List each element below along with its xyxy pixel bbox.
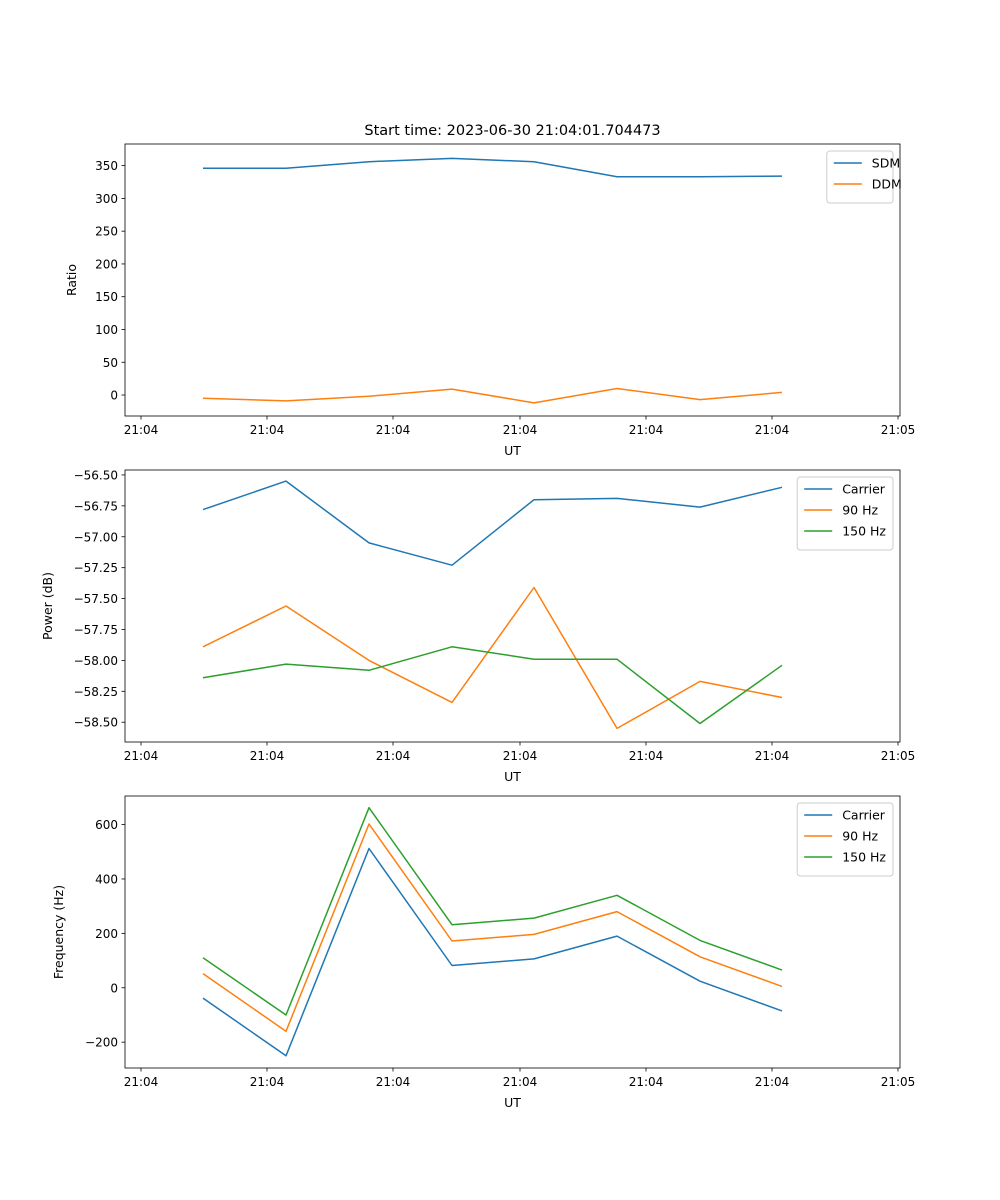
x-tick-label: 21:04 xyxy=(250,749,285,763)
x-axis-label: UT xyxy=(504,1095,521,1110)
y-tick-label: 50 xyxy=(103,356,118,370)
y-tick-label: −200 xyxy=(85,1036,118,1050)
x-tick-label: 21:04 xyxy=(629,1075,664,1089)
x-tick-label: 21:04 xyxy=(755,423,790,437)
y-tick-label: −57.00 xyxy=(74,530,118,544)
x-tick-label: 21:05 xyxy=(881,423,916,437)
x-tick-label: 21:04 xyxy=(503,1075,538,1089)
y-tick-label: −56.75 xyxy=(74,499,118,513)
y-tick-label: 150 xyxy=(95,290,118,304)
legend-label: 150 Hz xyxy=(842,850,886,865)
y-tick-label: 300 xyxy=(95,192,118,206)
plot-frame xyxy=(124,143,901,417)
series-line xyxy=(202,806,783,1016)
chart-panels: 21:04 21:04 21:04 21:04 21:04 21:04 21:05 0 50 10… xyxy=(40,143,916,1110)
x-tick-label: 21:05 xyxy=(881,749,916,763)
legend-label: Carrier xyxy=(842,808,886,823)
x-tick-label: 21:04 xyxy=(250,1075,285,1089)
series-line xyxy=(203,157,783,178)
series-line xyxy=(202,586,783,730)
legend: Carrier 90 Hz 150 Hz xyxy=(796,802,894,877)
x-tick-label: 21:04 xyxy=(250,423,285,437)
chart-panel: 21:04 21:04 21:04 21:04 21:04 21:04 21:05 0 50 10… xyxy=(64,143,916,458)
x-tick-label: 21:04 xyxy=(503,749,538,763)
x-axis-label: UT xyxy=(504,443,521,458)
y-tick-label: −58.25 xyxy=(74,685,118,699)
y-tick-label: −57.75 xyxy=(74,623,118,637)
y-tick-label: −57.25 xyxy=(74,561,118,575)
y-tick-label: −58.50 xyxy=(74,716,118,730)
x-tick-label: 21:04 xyxy=(376,749,411,763)
chart-panel: 21:04 21:04 21:04 21:04 21:04 21:04 21:05 −200 0… xyxy=(51,795,916,1110)
y-tick-label: 200 xyxy=(95,927,118,941)
x-tick-label: 21:05 xyxy=(881,1075,916,1089)
x-tick-label: 21:04 xyxy=(376,423,411,437)
legend-label: 90 Hz xyxy=(842,829,878,844)
legend-label: 90 Hz xyxy=(842,503,878,518)
chart-panel: 21:04 21:04 21:04 21:04 21:04 21:04 21:05 −56.5… xyxy=(40,468,915,784)
x-tick-label: 21:04 xyxy=(755,1075,790,1089)
y-tick-label: −56.50 xyxy=(74,468,118,482)
y-tick-label: 100 xyxy=(95,323,118,337)
series-line xyxy=(202,646,783,725)
legend-label: SDM xyxy=(872,156,900,171)
x-tick-label: 21:04 xyxy=(629,749,664,763)
x-tick-label: 21:04 xyxy=(124,749,159,763)
x-tick-label: 21:04 xyxy=(124,423,159,437)
y-axis-label: Frequency (Hz) xyxy=(51,885,66,979)
y-tick-label: 0 xyxy=(110,389,118,403)
x-tick-label: 21:04 xyxy=(755,749,790,763)
x-tick-label: 21:04 xyxy=(124,1075,159,1089)
series-line xyxy=(202,823,783,1033)
y-tick-label: 400 xyxy=(95,872,118,886)
series-line xyxy=(202,387,783,404)
y-tick-label: 350 xyxy=(95,159,118,173)
plot-frame xyxy=(124,795,901,1069)
y-tick-label: −58.00 xyxy=(74,654,118,668)
legend-label: 150 Hz xyxy=(842,524,886,539)
y-tick-label: 200 xyxy=(95,257,118,271)
y-tick-label: 0 xyxy=(110,981,118,995)
x-axis-label: UT xyxy=(504,769,521,784)
y-axis-label: Ratio xyxy=(64,264,79,296)
y-tick-label: −57.50 xyxy=(74,592,118,606)
legend-label: Carrier xyxy=(842,482,886,497)
series-line xyxy=(202,847,783,1057)
plot-frame xyxy=(124,469,901,743)
y-axis-label: Power (dB) xyxy=(40,572,55,640)
x-tick-label: 21:04 xyxy=(503,423,538,437)
legend: Carrier 90 Hz 150 Hz xyxy=(796,476,894,551)
x-tick-label: 21:04 xyxy=(629,423,664,437)
y-tick-label: 600 xyxy=(95,818,118,832)
figure-title: Start time: 2023-06-30 21:04:01.704473 xyxy=(364,123,660,139)
y-tick-label: 250 xyxy=(95,225,118,239)
legend: SDM DDM xyxy=(826,150,902,204)
series-line xyxy=(202,480,783,566)
legend-box xyxy=(826,150,894,204)
x-tick-label: 21:04 xyxy=(376,1075,411,1089)
legend-label: DDM xyxy=(872,177,902,192)
